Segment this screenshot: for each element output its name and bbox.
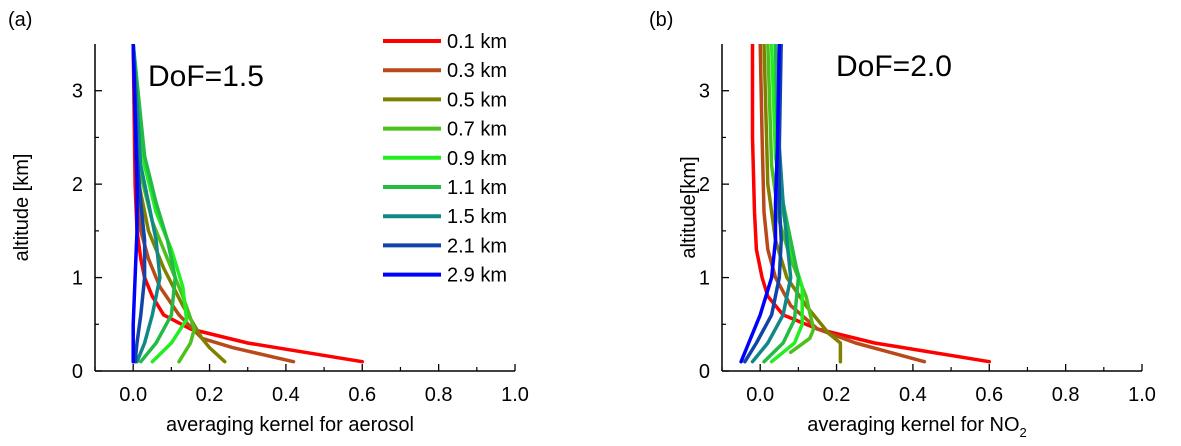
- x-tick-label: 0.6: [348, 384, 376, 406]
- x-tick-label: 0.6: [975, 384, 1003, 406]
- x-tick-label: 0.2: [196, 384, 224, 406]
- legend-label: 0.5 km: [447, 89, 507, 111]
- x-tick-label: 0.8: [1052, 384, 1080, 406]
- y-tick-label: 3: [699, 81, 710, 103]
- series-line-2: [758, 44, 927, 364]
- y-tick-label: 1: [72, 268, 83, 290]
- chart-panel-1: 0.0 0.2 0.4 0.6 0.8 1.0 0 1 2 3 averaging kernel f…: [8, 9, 529, 436]
- y-tick-label: 1: [699, 268, 710, 290]
- x-tick-label: 0.0: [119, 384, 147, 406]
- dof-annotation: DoF=1.5: [148, 60, 264, 93]
- legend: 0.1 km 0.3 km 0.5 km 0.7 km 0.9 km 1.1 km 1.5 …: [383, 31, 507, 287]
- x-axis-label: averaging kernel for NO2: [807, 414, 1027, 440]
- y-tick-label: 0: [72, 361, 83, 383]
- series-line-9: [739, 44, 782, 364]
- x-tick-label: 0.4: [272, 384, 300, 406]
- series-line-7: [131, 44, 162, 364]
- legend-label: 0.7 km: [447, 119, 507, 141]
- legend-label: 2.9 km: [447, 265, 507, 287]
- series-line-5: [131, 44, 189, 364]
- legend-label: 0.9 km: [447, 148, 507, 170]
- y-tick-label: 3: [72, 81, 83, 103]
- y-tick-label: 0: [699, 361, 710, 383]
- x-tick-label: 0.2: [823, 384, 851, 406]
- series-line-9: [131, 44, 139, 364]
- dof-annotation: DoF=2.0: [836, 50, 952, 83]
- x-axis-label: averaging kernel for aerosol: [166, 414, 414, 436]
- series-group: [739, 44, 992, 364]
- x-axis-label-subscript: 2: [1020, 425, 1027, 440]
- panel-label: (a): [8, 9, 32, 31]
- legend-label: 2.1 km: [447, 235, 507, 257]
- legend-label: 1.5 km: [447, 206, 507, 228]
- series-line-1: [750, 44, 992, 364]
- x-tick-label: 0.8: [425, 384, 453, 406]
- panel-label: (b): [649, 9, 673, 31]
- x-tick-label: 0.4: [899, 384, 927, 406]
- y-axis-label: altitude [km]: [11, 154, 33, 262]
- series-line-8: [743, 44, 783, 364]
- y-tick-label: 2: [72, 174, 83, 196]
- legend-label: 1.1 km: [447, 177, 507, 199]
- x-tick-label: 0.0: [746, 384, 774, 406]
- x-tick-label: 1.0: [1128, 384, 1156, 406]
- legend-label: 0.1 km: [447, 31, 507, 53]
- series-group: [131, 44, 365, 364]
- legend-label: 0.3 km: [447, 60, 507, 82]
- y-axis-label: altitude[km]: [678, 156, 700, 258]
- series-line-6: [131, 44, 177, 364]
- x-tick-label: 1.0: [501, 384, 529, 406]
- y-tick-label: 2: [699, 174, 710, 196]
- chart-panel-2: 0.0 0.2 0.4 0.6 0.8 1.0 0 1 2 3 averaging kernel f…: [649, 9, 1156, 440]
